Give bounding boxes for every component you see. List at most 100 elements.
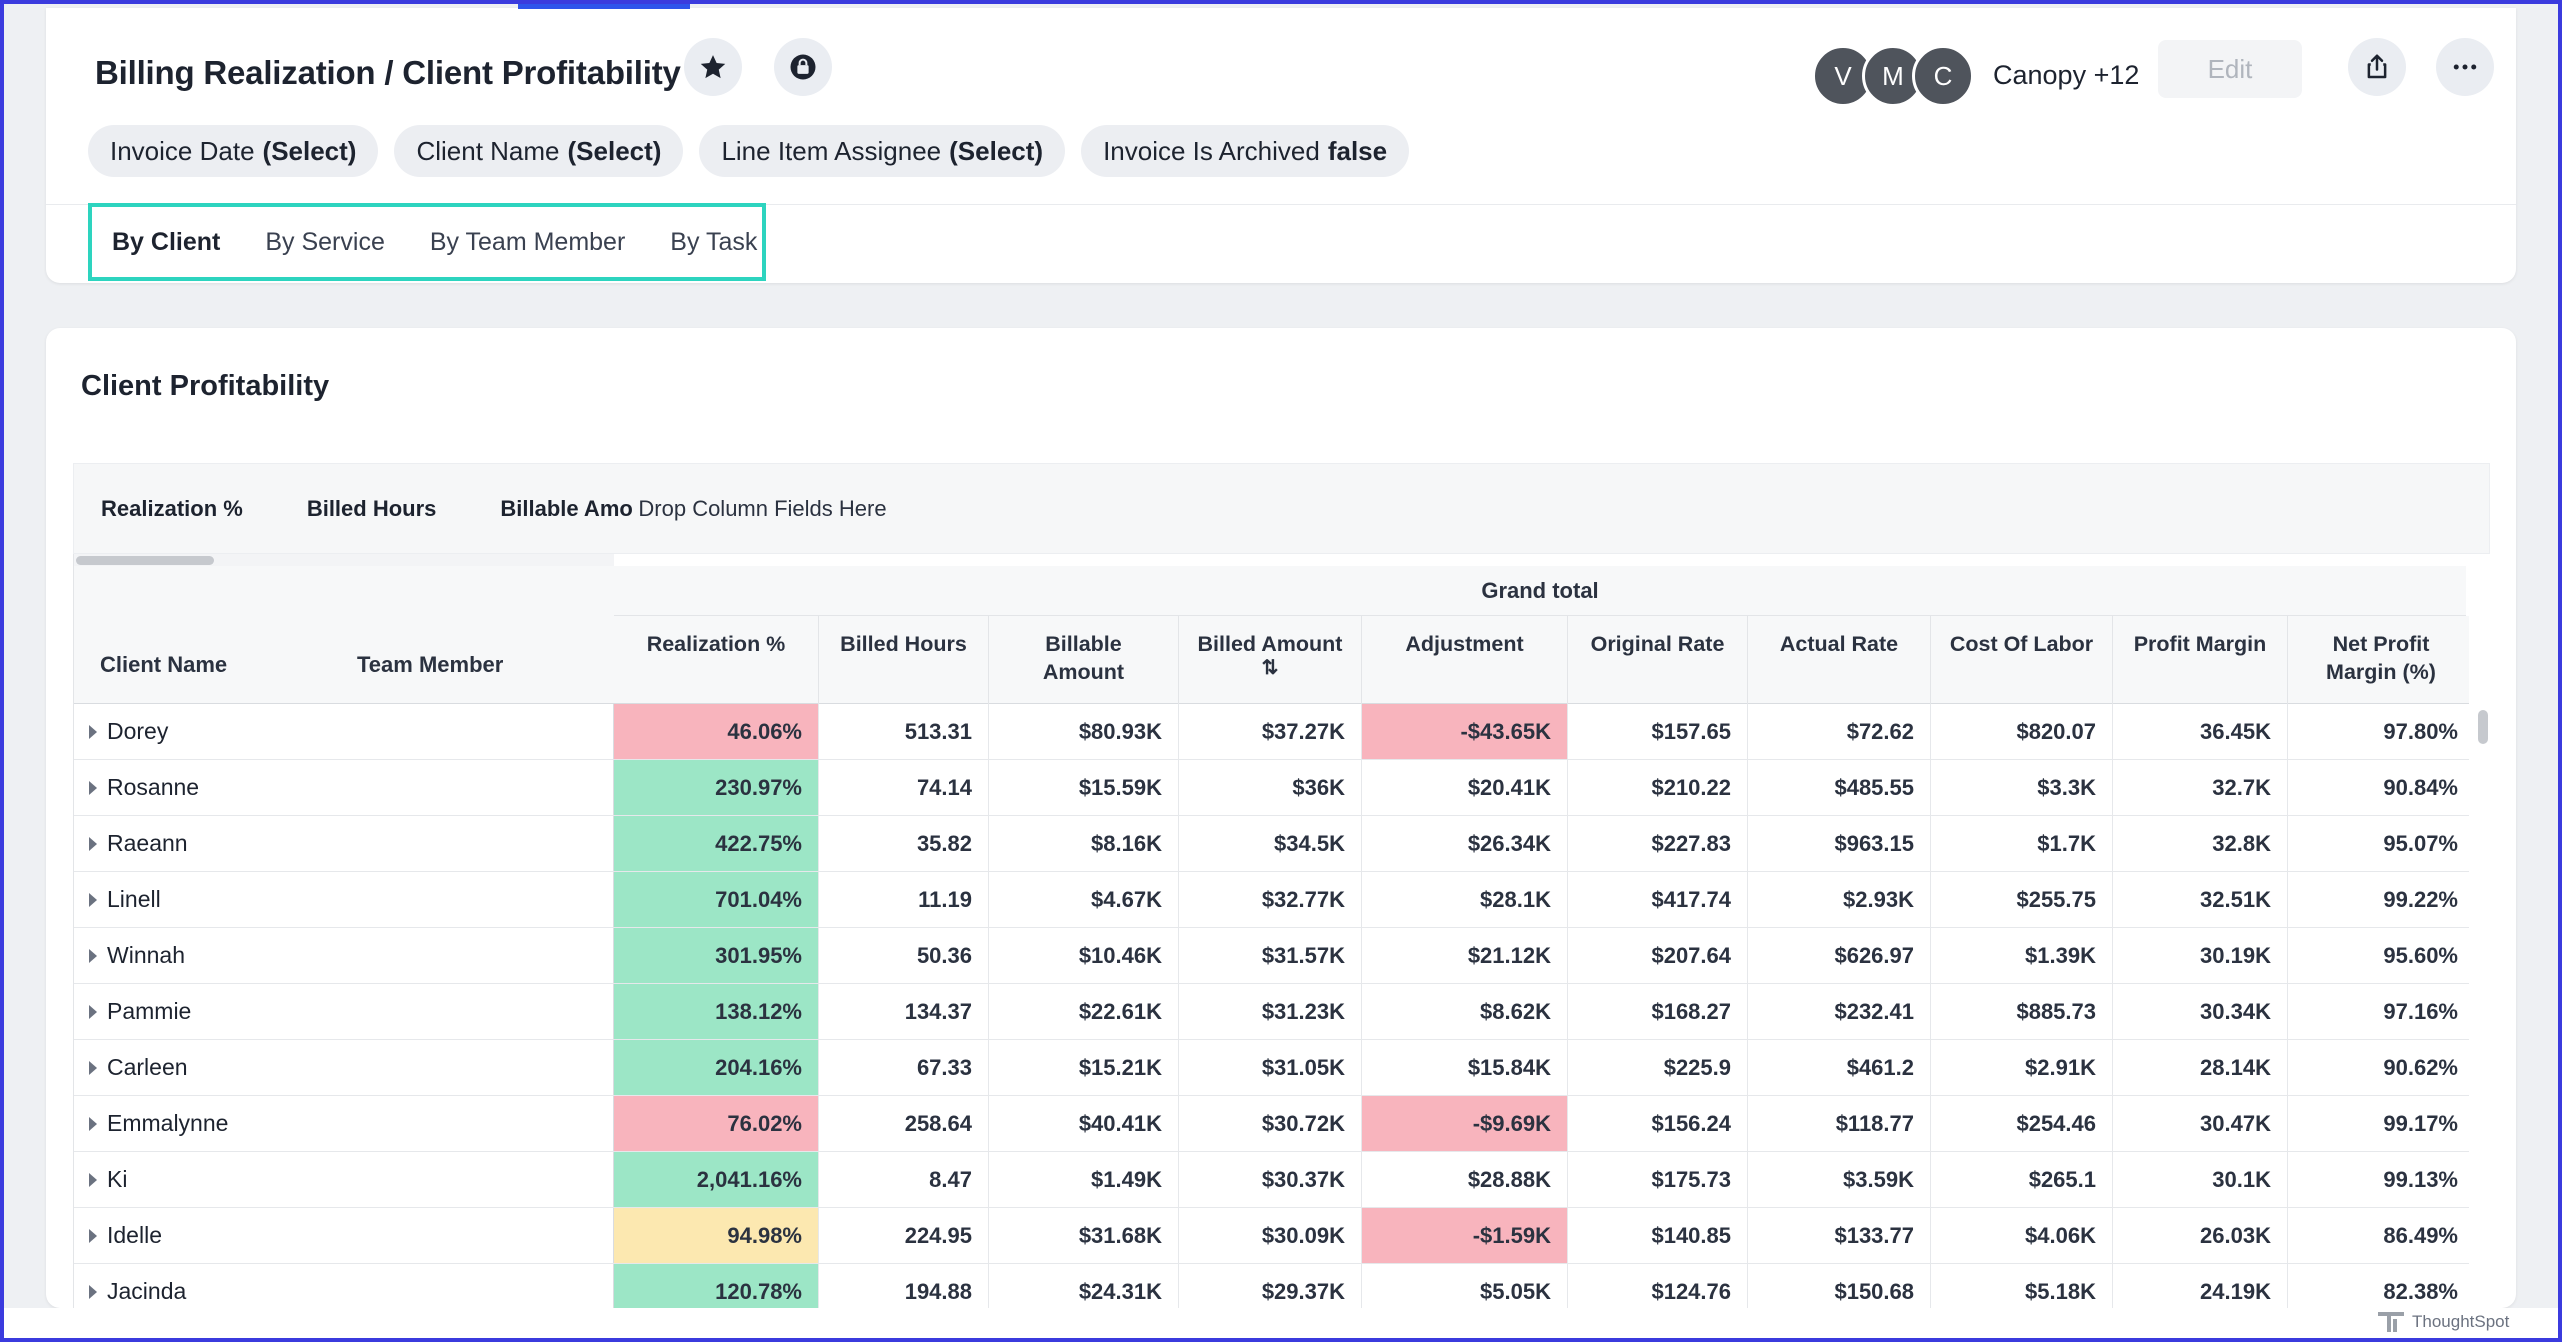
column-drop-zone[interactable]: Drop Column Fields Here bbox=[638, 495, 887, 521]
table-cell: 99.13% bbox=[2288, 1152, 2469, 1208]
column-header[interactable]: Adjustment bbox=[1362, 616, 1568, 704]
filter-chip-invoice-date[interactable]: Invoice Date (Select) bbox=[88, 125, 379, 177]
table-cell: 701.04% bbox=[614, 872, 819, 928]
table-cell: 90.84% bbox=[2288, 760, 2469, 816]
client-name-cell: Linell bbox=[107, 886, 161, 912]
table-cell: $34.5K bbox=[1179, 816, 1362, 872]
table-row-header[interactable]: Ki bbox=[74, 1152, 614, 1208]
data-pane: Grand total Realization % Billed Hours Bil… bbox=[614, 554, 2469, 1308]
tab-by-service[interactable]: By Service bbox=[265, 227, 385, 256]
expand-caret-icon[interactable] bbox=[89, 780, 97, 795]
expand-caret-icon[interactable] bbox=[89, 724, 97, 739]
pivot-field-chip[interactable]: Realization % bbox=[101, 495, 243, 521]
column-header[interactable]: Billed Hours bbox=[819, 616, 989, 704]
table-cell: $31.05K bbox=[1179, 1040, 1362, 1096]
table-row-header[interactable]: Dorey bbox=[74, 704, 614, 760]
table-cell: $175.73 bbox=[1568, 1152, 1748, 1208]
filter-chip-invoice-archived[interactable]: Invoice Is Archived false bbox=[1081, 125, 1410, 177]
liveboard-header: Billing Realization / Client Profitabili… bbox=[46, 8, 2516, 283]
column-header[interactable]: Net Profit Margin (%) bbox=[2288, 616, 2469, 704]
share-button[interactable] bbox=[2348, 38, 2406, 96]
scrollbar-thumb[interactable] bbox=[76, 556, 214, 565]
table-cell: 32.7K bbox=[2113, 760, 2288, 816]
edit-button[interactable]: Edit bbox=[2158, 40, 2302, 98]
filter-chip-client-name[interactable]: Client Name (Select) bbox=[394, 125, 684, 177]
column-header[interactable]: Actual Rate bbox=[1748, 616, 1931, 704]
column-header[interactable]: Realization % bbox=[614, 616, 819, 704]
client-name-cell: Dorey bbox=[107, 718, 169, 744]
expand-caret-icon[interactable] bbox=[89, 1116, 97, 1131]
shared-with-label[interactable]: Canopy +12 bbox=[1993, 60, 2140, 90]
table-cell: $227.83 bbox=[1568, 816, 1748, 872]
table-cell: 224.95 bbox=[819, 1208, 989, 1264]
table-cell: 28.14K bbox=[2113, 1040, 2288, 1096]
expand-caret-icon[interactable] bbox=[89, 1060, 97, 1075]
tab-by-task[interactable]: By Task bbox=[670, 227, 758, 256]
column-header-label: Net Profit bbox=[2332, 632, 2430, 656]
table-cell: $2.91K bbox=[1931, 1040, 2113, 1096]
table-cell: $31.57K bbox=[1179, 928, 1362, 984]
expand-caret-icon[interactable] bbox=[89, 1172, 97, 1187]
table-cell: $5.18K bbox=[1931, 1264, 2113, 1308]
table-row-header[interactable]: Rosanne bbox=[74, 760, 614, 816]
favorite-button[interactable] bbox=[684, 38, 742, 96]
table-cell: $4.06K bbox=[1931, 1208, 2113, 1264]
client-name-cell: Rosanne bbox=[107, 774, 200, 800]
tab-by-team-member[interactable]: By Team Member bbox=[429, 227, 626, 256]
column-header-label: Adjustment bbox=[1405, 632, 1524, 656]
table-cell: $1.39K bbox=[1931, 928, 2113, 984]
horizontal-scrollbar[interactable] bbox=[74, 554, 614, 566]
table-cell: $3.3K bbox=[1931, 760, 2113, 816]
table-row-header[interactable]: Winnah bbox=[74, 928, 614, 984]
column-header-team-member[interactable]: Team Member bbox=[357, 652, 504, 677]
table-cell: $265.1 bbox=[1931, 1152, 2113, 1208]
column-header[interactable]: Original Rate bbox=[1568, 616, 1748, 704]
shared-avatars[interactable]: V M C bbox=[1812, 45, 1982, 107]
column-header[interactable]: Billed Amount ⇅ bbox=[1179, 616, 1362, 704]
sort-icon[interactable]: ⇅ bbox=[1261, 657, 1279, 679]
table-cell: $10.46K bbox=[989, 928, 1179, 984]
table-row-header[interactable]: Emmalynne bbox=[74, 1096, 614, 1152]
table-row-header[interactable]: Linell bbox=[74, 872, 614, 928]
column-header-label: Billable bbox=[1045, 632, 1122, 656]
pivot-field-chip[interactable]: Billable Amo bbox=[500, 495, 633, 521]
table-cell: 99.22% bbox=[2288, 872, 2469, 928]
footer bbox=[4, 1308, 2558, 1338]
column-header[interactable]: Profit Margin bbox=[2113, 616, 2288, 704]
table-cell: 30.34K bbox=[2113, 984, 2288, 1040]
table-cell: -$43.65K bbox=[1362, 704, 1568, 760]
table-cell: 138.12% bbox=[614, 984, 819, 1040]
column-header[interactable]: Billable Amount bbox=[989, 616, 1179, 704]
filter-chip-line-item-assignee[interactable]: Line Item Assignee (Select) bbox=[699, 125, 1066, 177]
column-header[interactable]: Cost Of Labor bbox=[1931, 616, 2113, 704]
expand-caret-icon[interactable] bbox=[89, 1284, 97, 1299]
expand-caret-icon[interactable] bbox=[89, 836, 97, 851]
expand-caret-icon[interactable] bbox=[89, 1004, 97, 1019]
vertical-scrollbar[interactable] bbox=[2477, 710, 2489, 1308]
table-row-header[interactable]: Raeann bbox=[74, 816, 614, 872]
column-header-client-name[interactable]: Client Name bbox=[100, 652, 228, 677]
expand-caret-icon[interactable] bbox=[89, 1228, 97, 1243]
table-row: 94.98% 224.95 $31.68K $30.09K -$1.59K $140.85… bbox=[614, 1208, 2469, 1264]
table-cell: $820.07 bbox=[1931, 704, 2113, 760]
table-row-header[interactable]: Carleen bbox=[74, 1040, 614, 1096]
table-cell: -$1.59K bbox=[1362, 1208, 1568, 1264]
verify-button[interactable] bbox=[774, 38, 832, 96]
more-options-button[interactable] bbox=[2436, 38, 2494, 96]
avatar[interactable]: C bbox=[1912, 45, 1974, 107]
client-name-cell: Pammie bbox=[107, 998, 192, 1024]
expand-caret-icon[interactable] bbox=[89, 892, 97, 907]
table-row-header[interactable]: Jacinda bbox=[74, 1264, 614, 1308]
tab-by-client[interactable]: By Client bbox=[112, 227, 221, 256]
lock-badge-icon bbox=[790, 54, 816, 80]
table-cell: $210.22 bbox=[1568, 760, 1748, 816]
column-header-label: Billed Hours bbox=[840, 632, 967, 656]
pivot-field-chip[interactable]: Billed Hours bbox=[306, 495, 437, 521]
expand-caret-icon[interactable] bbox=[89, 948, 97, 963]
scrollbar-thumb[interactable] bbox=[2478, 710, 2488, 744]
column-header-label: Realization % bbox=[646, 632, 786, 656]
table-row-header[interactable]: Pammie bbox=[74, 984, 614, 1040]
table-cell: $30.72K bbox=[1179, 1096, 1362, 1152]
table-cell: $485.55 bbox=[1748, 760, 1931, 816]
table-row-header[interactable]: Idelle bbox=[74, 1208, 614, 1264]
